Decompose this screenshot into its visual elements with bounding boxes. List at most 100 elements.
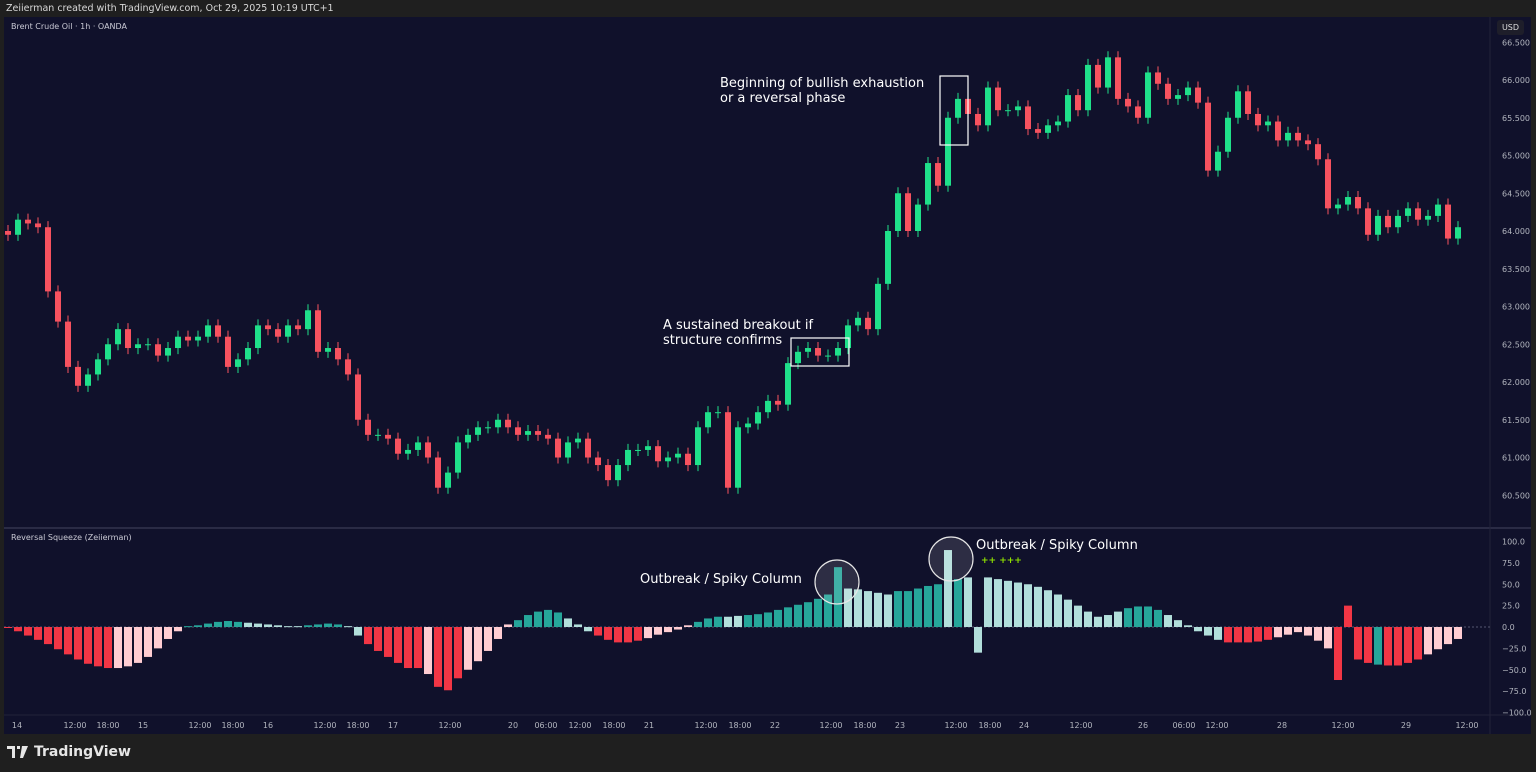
oscillator-bar xyxy=(444,627,452,691)
annotation-line: Beginning of bullish exhaustion xyxy=(720,76,925,91)
candle xyxy=(435,451,441,494)
candle xyxy=(945,111,951,192)
candle xyxy=(1455,221,1461,245)
candle-body xyxy=(885,231,891,284)
candle xyxy=(1355,190,1361,215)
candle xyxy=(125,323,131,355)
time-tick-label: 12:00 xyxy=(63,721,86,730)
oscillator-bar xyxy=(734,615,742,627)
candle xyxy=(1165,77,1171,105)
candle-body xyxy=(5,231,11,235)
candle xyxy=(1015,100,1021,117)
candle xyxy=(985,81,991,132)
oscillator-bar xyxy=(1374,627,1382,665)
time-tick-label: 28 xyxy=(1277,721,1287,730)
annotation-spike-left: Outbreak / Spiky Column xyxy=(640,572,802,587)
time-tick-label: 12:00 xyxy=(438,721,461,730)
oscillator-bar xyxy=(1054,594,1062,627)
candle xyxy=(1055,115,1061,132)
oscillator-bar xyxy=(504,624,512,627)
candle-body xyxy=(165,348,171,356)
oscillator-bar xyxy=(104,627,112,669)
tradingview-logo[interactable]: TradingView xyxy=(7,744,131,760)
candle xyxy=(395,432,401,460)
time-tick-label: 26 xyxy=(1138,721,1148,730)
candle-body xyxy=(1105,57,1111,88)
oscillator-bar xyxy=(644,627,652,639)
candle xyxy=(885,224,891,290)
oscillator-bar xyxy=(1074,605,1082,627)
oscillator-bar xyxy=(394,627,402,663)
candle-body xyxy=(1345,197,1351,205)
indicator-title[interactable]: Reversal Squeeze (Zeiierman) xyxy=(11,533,132,542)
candle xyxy=(485,421,491,434)
candle-body xyxy=(805,348,811,352)
candle-body xyxy=(105,344,111,360)
candle-body xyxy=(895,193,901,231)
oscillator-bar xyxy=(1384,627,1392,666)
candle-body xyxy=(655,446,661,462)
oscillator-bar xyxy=(274,625,282,627)
candle xyxy=(1005,104,1011,117)
candle xyxy=(315,304,321,358)
oscillator-bar xyxy=(774,609,782,627)
candle xyxy=(1045,119,1051,139)
oscillator-bar xyxy=(1324,627,1332,649)
candle xyxy=(235,353,241,373)
candle xyxy=(865,311,871,336)
candle xyxy=(685,447,691,472)
candle xyxy=(1245,85,1251,121)
oscillator-bar xyxy=(554,612,562,627)
candle-body xyxy=(915,204,921,231)
candle-body xyxy=(385,434,391,439)
candle-body xyxy=(1435,204,1441,216)
time-tick-label: 12:00 xyxy=(313,721,336,730)
oscillator-bar xyxy=(294,626,302,628)
candle-body xyxy=(525,431,531,435)
symbol-label[interactable]: Brent Crude Oil · 1h · OANDA xyxy=(11,22,128,31)
candle-body xyxy=(1195,87,1201,103)
candle xyxy=(1035,123,1041,139)
oscillator-bar xyxy=(174,627,182,632)
oscillator-bar xyxy=(1114,611,1122,627)
candle-body xyxy=(205,325,211,337)
candle-body xyxy=(645,446,651,450)
candle xyxy=(775,394,781,411)
candle-body xyxy=(485,427,491,429)
annotation-breakout: A sustained breakout if structure confir… xyxy=(663,318,813,348)
currency-button[interactable]: USD xyxy=(1497,20,1524,35)
candle-body xyxy=(1125,98,1131,107)
candle xyxy=(225,330,231,373)
candle xyxy=(625,443,631,472)
time-tick-label: 22 xyxy=(770,721,780,730)
oscillator-bar xyxy=(74,627,82,660)
candle xyxy=(975,107,981,132)
candle-body xyxy=(1385,215,1391,228)
candle xyxy=(95,353,101,381)
candle xyxy=(115,323,121,351)
candle xyxy=(85,368,91,392)
price-tick-label: 63.000 xyxy=(1502,303,1530,312)
oscillator-bar xyxy=(1444,627,1452,645)
candle-body xyxy=(1035,129,1041,133)
candle-body xyxy=(555,438,561,458)
candle xyxy=(795,345,801,370)
candle xyxy=(635,443,641,456)
oscillator-bar xyxy=(984,577,992,627)
candle-body xyxy=(95,359,101,375)
candle xyxy=(205,319,211,343)
oscillator-bar xyxy=(964,577,972,627)
oscillator-bar xyxy=(1194,627,1202,632)
annotation-box-exhaustion xyxy=(939,75,969,146)
oscillator-bar xyxy=(334,624,342,627)
candle-body xyxy=(1405,208,1411,216)
candle xyxy=(745,417,751,434)
oscillator-bar xyxy=(1164,615,1172,627)
oscillator-bar xyxy=(244,622,252,627)
candle-body xyxy=(765,400,771,413)
candle-body xyxy=(545,434,551,439)
candle-body xyxy=(605,465,611,481)
oscillator-bar xyxy=(1284,627,1292,635)
time-tick-label: 20 xyxy=(508,721,518,730)
